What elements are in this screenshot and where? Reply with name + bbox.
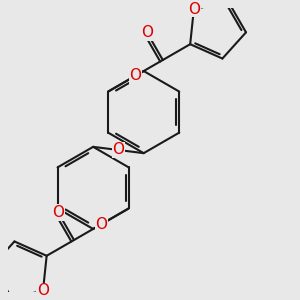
Text: O: O (95, 217, 107, 232)
Text: O: O (52, 205, 64, 220)
Text: O: O (112, 142, 124, 158)
Text: O: O (141, 25, 153, 40)
Text: O: O (37, 284, 49, 298)
Text: O: O (188, 2, 200, 16)
Text: O: O (130, 68, 142, 83)
